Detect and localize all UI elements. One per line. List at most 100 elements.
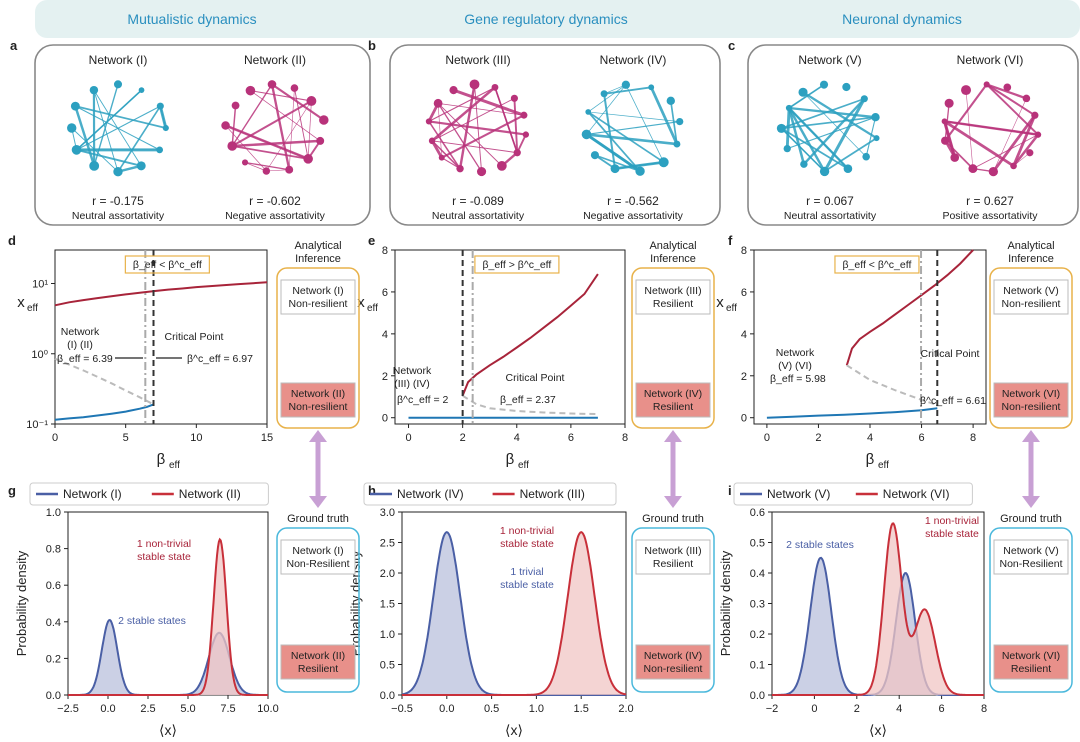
inference-bottom-cell [280,382,356,418]
x-tick-label: −0.5 [391,703,413,715]
network-edge [250,90,312,102]
network-node [1022,94,1031,103]
series-unstable [462,394,598,416]
network-edge [75,105,167,129]
network-edge [780,127,849,170]
network-assortativity-4: r = -0.562 [607,194,659,208]
network-node [449,86,458,95]
inference-bottom-name: Network (VI) [1002,388,1060,400]
network-edge [972,134,1039,169]
legend-box [29,482,269,506]
network-node [89,160,100,171]
annotation: Critical Point [921,348,980,360]
network-node [1026,149,1034,157]
inference-top-status: Resilient [653,298,693,310]
x-tick-label: 4 [896,703,902,715]
x-tick-label: −2.5 [57,703,79,715]
y-axis-label: Probability density [14,550,29,656]
network-node [428,137,436,145]
annotation: 2 stable states [786,539,854,551]
network-edge [787,107,806,165]
network-node [819,166,830,177]
network-name-6: Network (VI) [957,53,1024,67]
network-edge [93,90,119,172]
inference-bottom-status: Non-resilient [1002,401,1061,413]
truth-top-name: Network (I) [292,545,343,557]
panel-letter-c: c [728,38,735,53]
network-edge [603,93,617,169]
network-edge [587,111,641,172]
network-node [469,79,480,90]
y-tick-label: 2 [741,371,747,383]
panel-letter-g: g [8,483,16,498]
network-edge [458,84,476,169]
x-axis-label-sub: eff [518,460,529,471]
series-upper [54,281,268,307]
network-node [438,154,445,161]
y-tick-label: 0.0 [380,690,395,702]
annotation: 1 non-trivial [500,525,554,537]
y-tick-label: 3.0 [380,507,395,519]
network-node [800,160,808,168]
legend-box [733,482,973,506]
network-node [1003,83,1012,92]
network-name-5: Network (V) [798,53,861,67]
x-tick-label: 8 [981,703,987,715]
network-name-3: Network (III) [445,53,510,67]
network-node [842,82,851,92]
network-edge [594,154,641,172]
y-tick-label: 0.5 [750,538,765,550]
network-node [600,90,608,98]
y-tick-label: 0.0 [46,690,61,702]
network-node [319,115,329,125]
legend-label: Network (VI) [883,487,950,501]
y-axis-label: x [357,294,365,311]
x-axis-label: ⟨x⟩ [159,722,177,738]
y-tick-label: 10⁰ [31,349,48,361]
network-graph-6 [941,81,1042,177]
y-axis-label: Probability density [718,550,733,656]
network-edge [232,145,309,160]
y-tick-label: 6 [741,287,747,299]
network-edge [494,87,519,153]
annotation: 1 non-trivial [925,515,979,527]
network-edge [781,116,876,130]
network-assortativity-5: r = 0.067 [806,194,854,208]
inference-bottom-name: Network (IV) [644,388,702,400]
y-tick-label: 1.0 [380,629,395,641]
network-edge [76,148,142,167]
x-tick-label: 2 [854,703,860,715]
x-tick-label: 0 [811,703,817,715]
network-node [231,101,240,110]
network-node [941,118,948,125]
network-edge [441,114,525,159]
column-header-2: Gene regulatory dynamics [464,11,627,27]
annotation: stable state [137,551,191,563]
network-edge [93,84,119,167]
truth-bottom-name: Network (IV) [644,650,702,662]
network-desc-3: Neutral assortativity [432,210,525,222]
y-tick-label: 0.6 [750,507,765,519]
x-axis-label: β [506,451,515,468]
column-header-1: Mutualistic dynamics [127,11,256,27]
truth-top-status: Non-Resilient [999,558,1062,570]
y-axis-label: x [716,294,724,311]
network-edge [159,106,167,129]
network-node [798,87,808,97]
density-line [68,537,268,696]
annotation: Critical Point [165,331,224,343]
y-tick-label: 0.3 [750,599,765,611]
network-node [89,85,99,95]
network-desc-2: Negative assortativity [225,210,326,222]
truth-top-cell [635,539,711,575]
annotation: 1 non-trivial [137,538,191,550]
x-tick-label: 0.0 [439,703,454,715]
x-tick-label: 0.5 [484,703,499,715]
truth-bottom-status: Non-resilient [644,663,703,675]
network-node [267,80,277,89]
network-node [71,145,82,155]
inference-header: Inference [650,253,696,265]
network-node [941,136,950,145]
network-node [433,98,443,108]
network-node [113,167,123,177]
